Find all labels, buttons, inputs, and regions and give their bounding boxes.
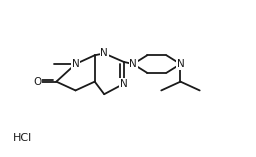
Text: N: N [120,79,127,89]
Text: O: O [33,77,41,87]
Text: N: N [100,48,108,58]
Text: N: N [72,59,79,69]
Text: N: N [177,59,184,69]
Text: HCl: HCl [13,133,32,143]
Text: N: N [129,59,137,69]
